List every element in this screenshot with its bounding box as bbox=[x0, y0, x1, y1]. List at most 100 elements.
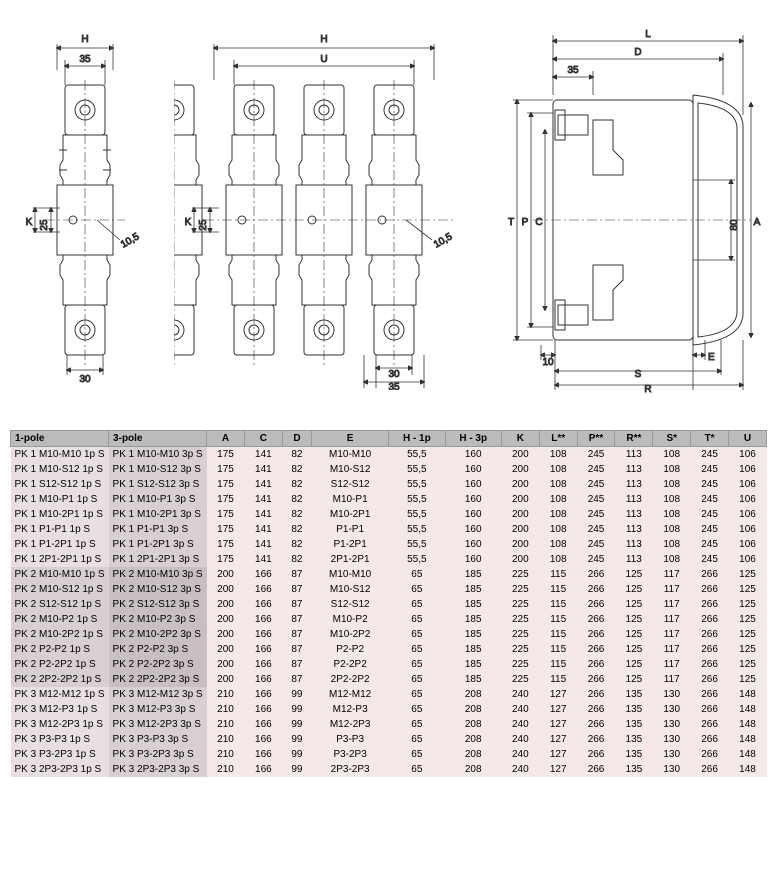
table-cell: 160 bbox=[445, 507, 501, 522]
dim-label-h: H bbox=[81, 34, 88, 45]
table-cell: 245 bbox=[577, 462, 615, 477]
table-cell: 200 bbox=[207, 597, 245, 612]
table-cell: PK 3 P3-P3 3p S bbox=[109, 732, 207, 747]
table-cell: 266 bbox=[577, 732, 615, 747]
table-cell: M10-2P2 bbox=[312, 627, 389, 642]
table-cell: 166 bbox=[244, 687, 282, 702]
table-cell: 148 bbox=[728, 732, 766, 747]
dim-35-2: 35 bbox=[388, 382, 400, 390]
table-cell: 130 bbox=[653, 732, 691, 747]
table-cell: 82 bbox=[282, 492, 311, 507]
table-cell: M12-2P3 bbox=[312, 717, 389, 732]
table-cell: 125 bbox=[615, 612, 653, 627]
table-cell: M12-M12 bbox=[312, 687, 389, 702]
table-cell: 99 bbox=[282, 747, 311, 762]
table-cell: 225 bbox=[501, 612, 539, 627]
table-cell: 99 bbox=[282, 702, 311, 717]
table-cell: 65 bbox=[389, 672, 445, 687]
table-cell: 225 bbox=[501, 597, 539, 612]
table-cell: PK 3 M12-M12 1p S bbox=[11, 687, 109, 702]
table-cell: M10-2P1 bbox=[312, 507, 389, 522]
table-cell: 115 bbox=[539, 582, 577, 597]
table-cell: 87 bbox=[282, 612, 311, 627]
table-cell: 106 bbox=[728, 477, 766, 492]
table-cell: 135 bbox=[615, 717, 653, 732]
table-cell: 210 bbox=[207, 732, 245, 747]
table-cell: 175 bbox=[207, 462, 245, 477]
table-row: PK 1 M10-M10 1p SPK 1 M10-M10 3p S175141… bbox=[11, 447, 767, 463]
table-cell: 225 bbox=[501, 582, 539, 597]
table-cell: 208 bbox=[445, 732, 501, 747]
table-cell: 99 bbox=[282, 762, 311, 777]
table-cell: 141 bbox=[244, 492, 282, 507]
table-cell: 245 bbox=[691, 552, 729, 567]
table-cell: 245 bbox=[691, 447, 729, 463]
table-cell: 127 bbox=[539, 717, 577, 732]
dim-label-c: C bbox=[535, 217, 542, 228]
table-cell: 117 bbox=[653, 627, 691, 642]
table-cell: 245 bbox=[577, 477, 615, 492]
table-cell: 117 bbox=[653, 642, 691, 657]
table-cell: 125 bbox=[615, 672, 653, 687]
table-cell: PK 2 M10-2P2 1p S bbox=[11, 627, 109, 642]
table-row: PK 1 M10-S12 1p SPK 1 M10-S12 3p S175141… bbox=[11, 462, 767, 477]
table-cell: 175 bbox=[207, 477, 245, 492]
dim-label-e: E bbox=[708, 352, 715, 363]
table-cell: PK 3 M12-M12 3p S bbox=[109, 687, 207, 702]
table-cell: 141 bbox=[244, 477, 282, 492]
table-cell: M12-P3 bbox=[312, 702, 389, 717]
table-cell: PK 2 P2-P2 3p S bbox=[109, 642, 207, 657]
table-cell: 125 bbox=[615, 657, 653, 672]
table-cell: PK 2 M10-S12 1p S bbox=[11, 582, 109, 597]
table-cell: 115 bbox=[539, 642, 577, 657]
table-cell: 200 bbox=[501, 492, 539, 507]
table-cell: 108 bbox=[539, 477, 577, 492]
table-cell: 245 bbox=[691, 492, 729, 507]
table-cell: 87 bbox=[282, 597, 311, 612]
table-cell: 245 bbox=[691, 507, 729, 522]
table-cell: 175 bbox=[207, 537, 245, 552]
table-cell: 135 bbox=[615, 687, 653, 702]
table-row: PK 1 M10-P1 1p SPK 1 M10-P1 3p S17514182… bbox=[11, 492, 767, 507]
table-row: PK 1 P1-P1 1p SPK 1 P1-P1 3p S17514182P1… bbox=[11, 522, 767, 537]
table-cell: 115 bbox=[539, 597, 577, 612]
table-cell: PK 1 P1-2P1 3p S bbox=[109, 537, 207, 552]
table-cell: 108 bbox=[653, 552, 691, 567]
table-cell: 106 bbox=[728, 552, 766, 567]
table-cell: P1-P1 bbox=[312, 522, 389, 537]
table-cell: PK 2 P2-2P2 1p S bbox=[11, 657, 109, 672]
dim-10: 10 bbox=[542, 357, 554, 368]
table-cell: 108 bbox=[653, 462, 691, 477]
table-cell: 108 bbox=[653, 492, 691, 507]
table-cell: 200 bbox=[207, 657, 245, 672]
table-cell: 210 bbox=[207, 747, 245, 762]
table-cell: S12-S12 bbox=[312, 597, 389, 612]
table-row: PK 1 2P1-2P1 1p SPK 1 2P1-2P1 3p S175141… bbox=[11, 552, 767, 567]
table-cell: PK 1 M10-M10 1p S bbox=[11, 447, 109, 463]
table-cell: 125 bbox=[615, 567, 653, 582]
table-cell: 240 bbox=[501, 687, 539, 702]
col-header: R** bbox=[615, 431, 653, 447]
dim-label-p: P bbox=[521, 217, 528, 228]
table-cell: 108 bbox=[539, 522, 577, 537]
table-cell: 65 bbox=[389, 687, 445, 702]
table-cell: 117 bbox=[653, 597, 691, 612]
table-row: PK 3 M12-2P3 1p SPK 3 M12-2P3 3p S210166… bbox=[11, 717, 767, 732]
table-cell: 160 bbox=[445, 477, 501, 492]
table-cell: 82 bbox=[282, 477, 311, 492]
table-cell: 245 bbox=[691, 537, 729, 552]
dim-25: 25 bbox=[39, 219, 50, 231]
table-cell: 55,5 bbox=[389, 477, 445, 492]
table-cell: PK 2 M10-M10 3p S bbox=[109, 567, 207, 582]
table-cell: 125 bbox=[615, 597, 653, 612]
table-cell: 266 bbox=[691, 567, 729, 582]
col-header: A bbox=[207, 431, 245, 447]
table-cell: 185 bbox=[445, 642, 501, 657]
col-header: 3-pole bbox=[109, 431, 207, 447]
table-cell: 65 bbox=[389, 762, 445, 777]
table-cell: 148 bbox=[728, 747, 766, 762]
table-cell: 225 bbox=[501, 567, 539, 582]
dim-label-u: U bbox=[320, 54, 327, 65]
table-cell: 166 bbox=[244, 672, 282, 687]
table-cell: 185 bbox=[445, 612, 501, 627]
